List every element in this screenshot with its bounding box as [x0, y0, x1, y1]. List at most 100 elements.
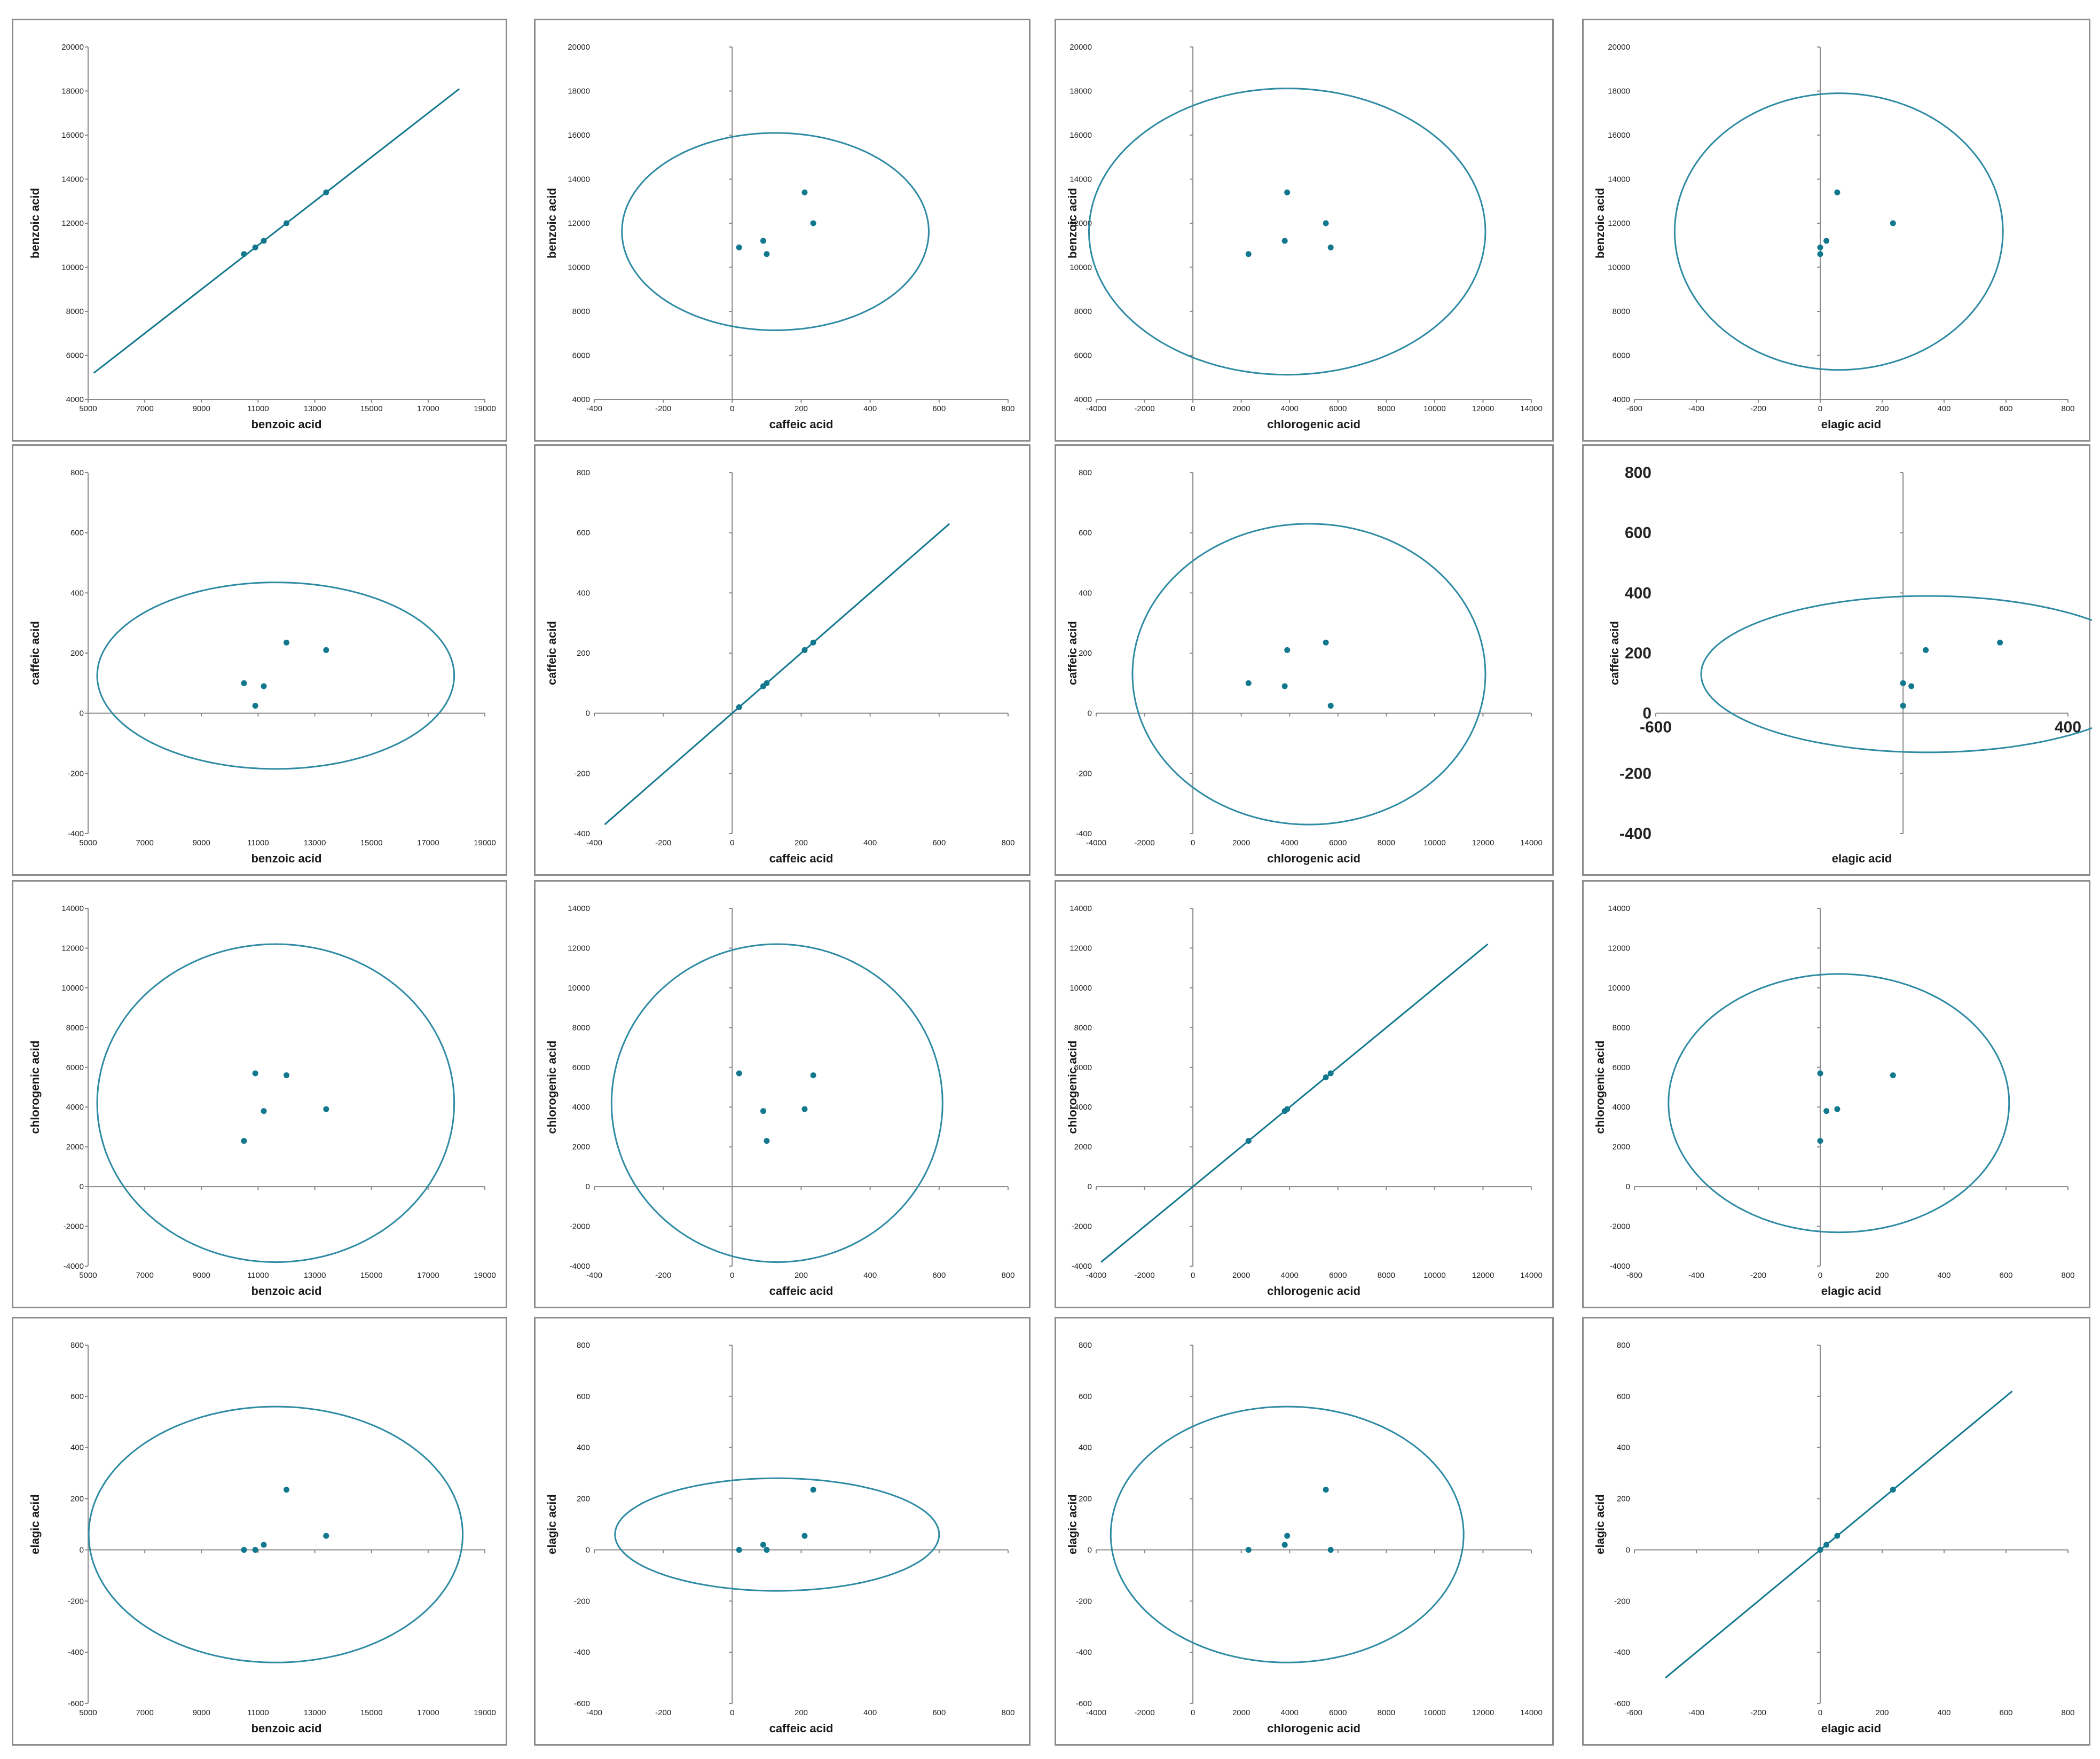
y-tick-label: 200: [70, 649, 84, 658]
y-axis-title: caffeic acid: [1608, 621, 1621, 685]
x-tick-label: -200: [655, 1708, 671, 1717]
x-tick-label: 200: [795, 1271, 808, 1280]
y-tick-label: 600: [577, 529, 590, 538]
y-tick-label: 6000: [572, 1063, 590, 1072]
confidence-ellipse: [610, 943, 943, 1263]
y-tick-label: -400: [1076, 829, 1092, 838]
x-tick-label: -400: [1688, 404, 1704, 413]
x-tick-label: 5000: [79, 1271, 97, 1280]
y-tick-label: -400: [1076, 1648, 1092, 1657]
x-tick-label: 0: [1191, 838, 1195, 847]
data-point: [323, 189, 329, 195]
y-tick-label: 18000: [1069, 87, 1092, 96]
y-tick-label: 14000: [61, 175, 84, 184]
y-tick-label: -2000: [1610, 1222, 1630, 1231]
y-tick-label: 10000: [568, 984, 590, 993]
x-axis-title: caffeic acid: [769, 1284, 833, 1298]
y-tick-label: 6000: [1074, 1063, 1092, 1072]
x-axis-title: elagic acid: [1821, 418, 1882, 431]
scatter-plot: -4000 -2000 0 2000 4000 6000 8000 10000 12000 140…: [1066, 1341, 1543, 1735]
x-tick-label: 7000: [136, 404, 153, 413]
x-tick-label: 14000: [1520, 1271, 1543, 1280]
data-point: [323, 647, 329, 653]
y-tick-label: 600: [1617, 1392, 1630, 1401]
y-tick-label: 12000: [61, 219, 84, 228]
x-tick-label: 200: [795, 838, 808, 847]
x-tick-label: 19000: [474, 1271, 496, 1280]
y-tick-label: 0: [586, 1182, 590, 1191]
x-tick-label: 7000: [136, 1271, 153, 1280]
y-tick-label: 18000: [568, 87, 590, 96]
data-point: [1890, 1072, 1896, 1079]
y-tick-label: 10000: [1608, 263, 1630, 272]
x-tick-label: -600: [1626, 404, 1642, 413]
identity-line: [604, 523, 950, 826]
x-axis-title: benzoic acid: [251, 418, 321, 431]
x-tick-label: 17000: [417, 1271, 439, 1280]
confidence-ellipse: [1668, 973, 2010, 1234]
y-axis-title: benzoic acid: [1066, 188, 1079, 258]
data-point: [1327, 244, 1334, 250]
x-tick-label: 2000: [1232, 1271, 1250, 1280]
x-tick-label: 0: [1191, 1708, 1195, 1717]
x-tick-label: 8000: [1378, 404, 1395, 413]
x-tick-label: 8000: [1378, 1271, 1395, 1280]
y-tick-label: 0: [586, 709, 590, 718]
x-tick-label: 17000: [417, 1708, 439, 1717]
y-tick-label: 4000: [572, 1103, 590, 1112]
y-tick-label: 800: [70, 468, 84, 477]
data-point: [1823, 1108, 1830, 1114]
y-tick-label: 800: [70, 1341, 84, 1350]
x-tick-label: 14000: [1520, 404, 1543, 413]
x-tick-label: 6000: [1329, 1708, 1347, 1717]
x-tick-label: -200: [1750, 1708, 1766, 1717]
y-tick-label: 10000: [1069, 984, 1092, 993]
x-tick-label: -2000: [1134, 404, 1154, 413]
x-axis-title: chlorogenic acid: [1267, 852, 1360, 865]
data-point: [1823, 238, 1830, 244]
y-tick-label: -600: [68, 1699, 84, 1708]
x-tick-label: 19000: [474, 404, 496, 413]
data-point: [1834, 189, 1841, 195]
y-tick-label: 0: [80, 1545, 84, 1554]
scatter-plot: -4000 -2000 0 2000 4000 6000 8000 10000 12000 140…: [1066, 43, 1543, 431]
confidence-ellipse: [621, 132, 930, 332]
x-tick-label: 5000: [79, 1708, 97, 1717]
scatter-panel: 5000 7000 9000 11000 13000 15000 17000 19000 400…: [12, 19, 507, 442]
y-tick-label: 20000: [61, 43, 84, 52]
y-tick-label: -400: [1614, 1648, 1630, 1657]
x-tick-label: 0: [1191, 404, 1195, 413]
y-tick-label: 0: [80, 709, 84, 718]
x-tick-label: -400: [586, 838, 602, 847]
y-tick-label: 800: [1079, 468, 1092, 477]
y-tick-label: 0: [80, 1182, 84, 1191]
x-tick-label: 10000: [1423, 1708, 1446, 1717]
scatter-panel: 5000 7000 9000 11000 13000 15000 17000 19000 -40…: [12, 880, 507, 1308]
y-tick-label: -4000: [1610, 1262, 1630, 1271]
x-tick-label: 9000: [193, 404, 210, 413]
scatter-plot: 5000 7000 9000 11000 13000 15000 17000 19000 -60…: [28, 1341, 496, 1735]
x-tick-label: 600: [1999, 404, 2012, 413]
x-axis-title: caffeic acid: [769, 418, 833, 431]
x-tick-label: 13000: [304, 838, 326, 847]
identity-line: [93, 88, 460, 374]
y-tick-label: -200: [1076, 1597, 1092, 1606]
x-tick-label: 0: [730, 404, 734, 413]
y-tick-label: 400: [577, 588, 590, 598]
y-tick-label: 16000: [1608, 131, 1630, 140]
y-axis-title: benzoic acid: [1593, 188, 1607, 258]
y-tick-label: -200: [1619, 765, 1651, 782]
x-tick-label: 0: [730, 1708, 734, 1717]
data-point: [261, 1542, 267, 1548]
data-point: [1327, 1546, 1334, 1553]
y-axis-title: chlorogenic acid: [545, 1041, 559, 1134]
data-point: [764, 1546, 770, 1553]
data-point: [1245, 1138, 1252, 1144]
x-tick-label: -200: [655, 1271, 671, 1280]
y-tick-label: 10000: [1069, 263, 1092, 272]
data-point: [241, 1138, 247, 1144]
scatter-panel: -400 -200 0 200 400 600 800 -600 -400 -200 0 200 400…: [534, 1317, 1031, 1746]
data-point: [284, 639, 289, 646]
x-tick-label: -600: [1626, 1271, 1642, 1280]
x-tick-label: 10000: [1423, 1271, 1446, 1280]
